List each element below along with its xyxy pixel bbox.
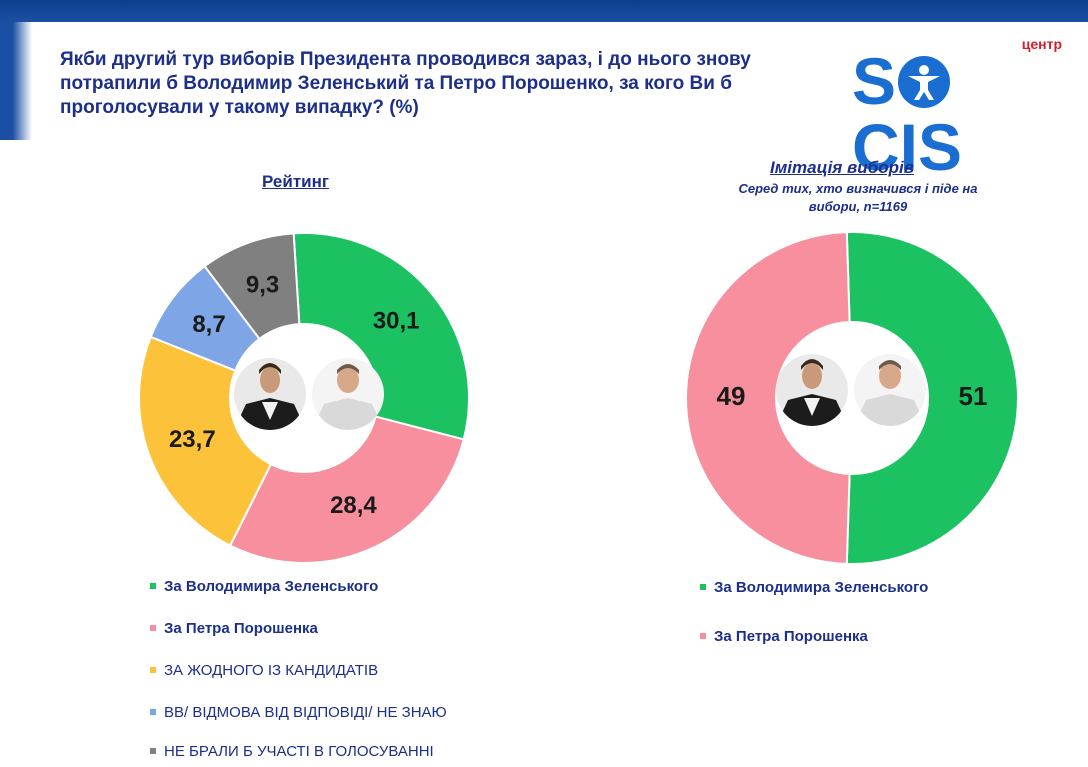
legend1-item-zelensky: За Володимира Зеленського xyxy=(150,578,378,595)
logo-letters-cis: CIS xyxy=(852,110,963,184)
chart2-subtitle: Серед тих, хто визначився і піде на вибо… xyxy=(738,181,978,214)
chart2-slice-1 xyxy=(685,231,851,565)
chart2-value-label-0: 51 xyxy=(959,381,988,411)
legend-swatch xyxy=(700,584,706,590)
chart1-title: Рейтинг xyxy=(262,172,329,191)
logo-person-icon xyxy=(898,56,951,108)
legend-swatch xyxy=(150,748,156,754)
logo-small-text: центр xyxy=(1021,36,1062,52)
chart2-title: Імітація виборів xyxy=(770,158,914,177)
chart1-slice-0 xyxy=(292,232,470,441)
chart1-value-label-2: 23,7 xyxy=(169,426,216,453)
chart2-value-label-1: 49 xyxy=(717,381,746,411)
legend-swatch xyxy=(150,667,156,673)
chart2-slice-0 xyxy=(845,231,1020,565)
legend1-item-refused: ВВ/ ВІДМОВА ВІД ВІДПОВІДІ/ НЕ ЗНАЮ xyxy=(150,704,447,721)
poroshenko-photo-2 xyxy=(854,354,926,426)
chart1-value-label-0: 30,1 xyxy=(373,307,420,334)
chart1-slice-4 xyxy=(203,232,301,341)
socis-logo: центр S CIS xyxy=(852,36,1062,180)
chart2-donut: 51 49 xyxy=(685,231,1020,565)
chart1-slice-1 xyxy=(228,415,465,564)
legend-swatch xyxy=(150,583,156,589)
legend1-item-poroshenko: За Петра Порошенка xyxy=(150,620,318,637)
legend1-item-none: ЗА ЖОДНОГО ІЗ КАНДИДАТІВ xyxy=(150,662,378,679)
left-accent-bar xyxy=(0,22,32,140)
chart1-value-label-4: 9,3 xyxy=(246,271,279,298)
legend1-item-no-vote: НЕ БРАЛИ Б УЧАСТІ В ГОЛОСУВАННІ xyxy=(150,743,434,760)
chart1-value-label-3: 8,7 xyxy=(192,311,225,338)
chart1-donut: 30,1 28,4 23,7 8,7 9,3 xyxy=(138,232,470,564)
legend2-item-zelensky: За Володимира Зеленського xyxy=(700,579,928,596)
chart2-photos xyxy=(776,354,926,426)
logo-wordmark: S CIS xyxy=(852,48,1062,180)
top-bar xyxy=(0,0,1088,22)
zelensky-photo-1 xyxy=(234,358,306,430)
legend-swatch xyxy=(700,633,706,639)
page-title: Якби другий тур виборів Президента прово… xyxy=(60,49,751,118)
zelensky-photo-2 xyxy=(776,354,848,426)
logo-letter-s: S xyxy=(852,44,897,118)
chart1-photos xyxy=(234,358,384,430)
chart1-slice-2 xyxy=(138,335,273,547)
legend-swatch xyxy=(150,709,156,715)
chart1-value-label-1: 28,4 xyxy=(330,492,377,519)
poroshenko-photo-1 xyxy=(312,358,384,430)
legend-swatch xyxy=(150,625,156,631)
legend2-item-poroshenko: За Петра Порошенка xyxy=(700,628,868,645)
